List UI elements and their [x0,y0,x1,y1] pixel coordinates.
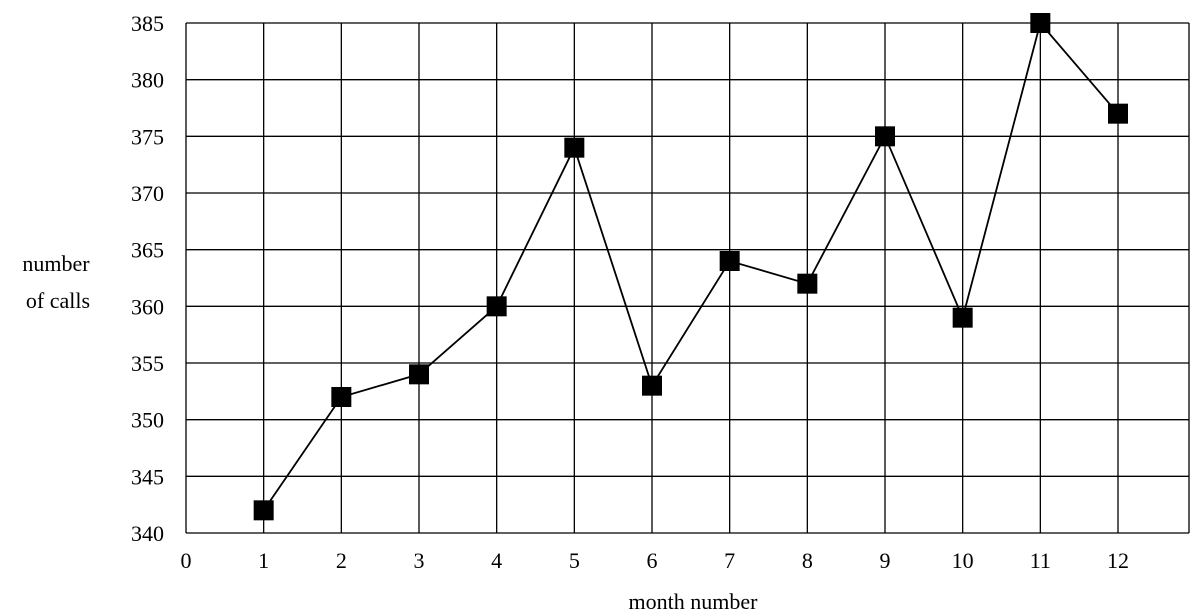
y-tick-label-380: 380 [131,68,164,93]
y-tick-label-385: 385 [131,11,164,36]
x-tick-label-8: 8 [802,548,813,573]
data-point-month-6 [642,375,662,396]
x-tick-label-12: 12 [1107,548,1129,573]
data-point-month-10 [952,307,973,328]
data-point-month-4 [486,296,507,317]
x-tick-label-7: 7 [724,548,735,573]
x-tick-label-4: 4 [491,548,502,573]
data-point-month-9 [875,126,895,147]
data-point-month-5 [564,137,585,158]
x-tick-label-1: 1 [258,548,269,573]
x-tick-label-2: 2 [336,548,347,573]
series-line [262,21,1119,511]
x-tick-label-5: 5 [569,548,580,573]
x-axis-label: month number [629,589,759,613]
y-tick-label-355: 355 [131,351,164,376]
y-tick-label-375: 375 [131,124,164,149]
y-tick-label-360: 360 [131,294,164,319]
grid [185,22,1190,534]
x-tick-label-10: 10 [952,548,974,573]
data-point-month-12 [1108,103,1128,124]
y-tick-label-345: 345 [131,464,164,489]
data-point-month-2 [331,387,352,407]
y-tick-label-365: 365 [131,238,164,263]
y-tick-label-340: 340 [131,521,164,546]
y-axis-label-line-1: number [22,251,90,276]
data-point-month-3 [409,364,429,385]
data-point-month-8 [797,273,818,294]
series-calls [253,13,1128,521]
y-axis-label-line-2: of calls [26,288,90,313]
data-point-month-1 [253,500,274,521]
x-tick-label-6: 6 [647,548,658,573]
x-tick-label-3: 3 [414,548,425,573]
y-tick-label-370: 370 [131,181,164,206]
x-tick-label-11: 11 [1030,548,1051,573]
y-axis-ticks: 340 345 350 355 360 365 370 375 380 385 [131,11,164,546]
x-axis-ticks: 0 1 2 3 4 5 6 7 8 9 10 11 12 [181,548,1130,573]
data-point-month-11 [1030,13,1051,33]
y-tick-label-350: 350 [131,408,164,433]
x-tick-label-9: 9 [880,548,891,573]
data-point-month-7 [719,251,740,271]
x-tick-label-0: 0 [181,548,192,573]
